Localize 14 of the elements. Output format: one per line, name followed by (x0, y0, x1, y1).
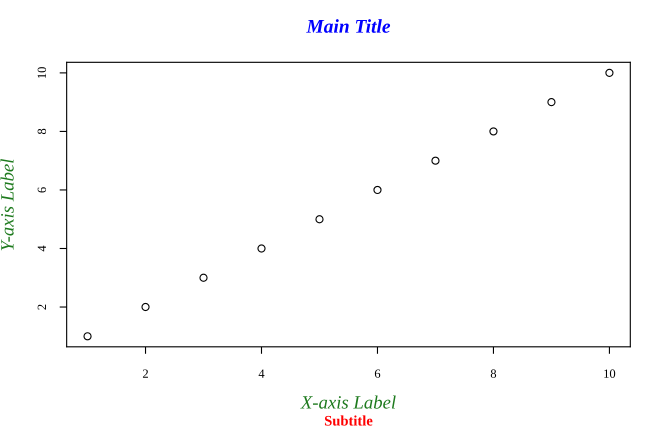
x-tick-label: 8 (490, 369, 496, 378)
y-tick-label: 6 (38, 187, 46, 193)
y-tick-label: 10 (38, 67, 46, 78)
x-tick-label: 4 (258, 370, 264, 378)
x-tick-label: 6 (374, 369, 380, 378)
x-tick-label: 2 (142, 369, 148, 378)
x-tick-label: 10 (604, 369, 616, 378)
y-tick-label: 8 (38, 128, 46, 134)
chart-title: Main Title (306, 19, 390, 33)
x-axis-title: X-axis Label (300, 396, 396, 409)
text: Subtitle (324, 415, 372, 426)
y-tick-label: 2 (38, 304, 46, 310)
y-axis-title: Y-axis Label (0, 158, 14, 250)
y-tick-label: 4 (38, 246, 46, 252)
